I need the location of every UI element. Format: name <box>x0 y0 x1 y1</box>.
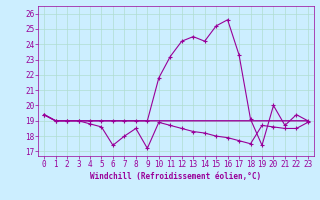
X-axis label: Windchill (Refroidissement éolien,°C): Windchill (Refroidissement éolien,°C) <box>91 172 261 181</box>
